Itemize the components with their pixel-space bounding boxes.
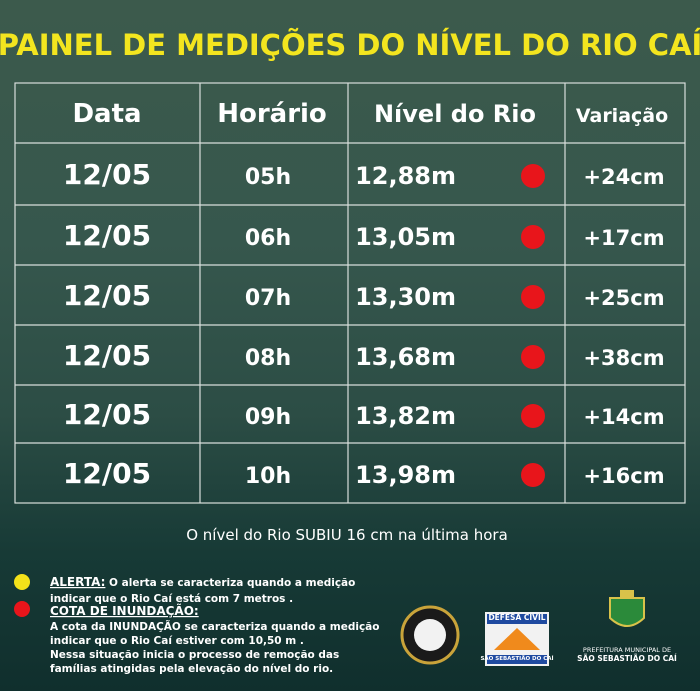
city-hall-line1: PREFEITURA MUNICIPAL DE	[583, 646, 671, 654]
table-cell: 12,88m	[355, 162, 456, 190]
table-border	[14, 82, 686, 504]
table-cell: 13,82m	[355, 402, 456, 430]
table-cell: 13,05m	[355, 223, 456, 251]
table-cell: 05h	[245, 165, 291, 190]
legend: ALERTA: O alerta se caracteriza quando a…	[50, 575, 379, 675]
column-header: Horário	[217, 99, 327, 129]
table-cell: 07h	[245, 286, 291, 311]
city-crown	[620, 590, 634, 598]
table-cell: +14cm	[583, 405, 664, 429]
status-dot	[521, 285, 545, 309]
table-cell: 13,30m	[355, 283, 456, 311]
status-dot	[521, 225, 545, 249]
civil-defense-band	[487, 614, 547, 624]
legend-alert-text: O alerta se caracteriza quando a medição	[105, 577, 355, 589]
civil-defense-city: SÃO SEBASTIÃO DO CAÍ	[480, 654, 553, 662]
legend-alert: ALERTA: O alerta se caracteriza quando a…	[50, 575, 355, 589]
table-cell: +38cm	[583, 346, 664, 370]
city-crest	[609, 597, 645, 627]
legend-alert-text: indicar que o Rio Caí está com 7 metros …	[50, 593, 293, 605]
table-cell: 13,98m	[355, 461, 456, 489]
note: O nível do Rio SUBIU 16 cm na última hor…	[186, 526, 508, 544]
table-cell: 08h	[245, 346, 291, 371]
legend-flood-text: famílias atingidas pela elevação do níve…	[50, 663, 333, 675]
civil-defense-band-bottom	[487, 655, 547, 664]
status-dot	[521, 404, 545, 428]
table-cell: 12/05	[63, 158, 151, 191]
flood-dot	[14, 601, 30, 617]
table-cell: 12/05	[63, 339, 151, 372]
table	[14, 82, 686, 504]
legend-alert-title: ALERTA:	[50, 575, 105, 589]
title: PAINEL DE MEDIÇÕES DO NÍVEL DO RIO CAÍ	[0, 28, 700, 62]
table-cell: +24cm	[583, 165, 664, 189]
table-cell: +16cm	[583, 464, 664, 488]
fire-emblem-core	[414, 619, 446, 651]
table-cell: 12/05	[63, 219, 151, 252]
table-cell: 12/05	[63, 398, 151, 431]
table-cell: 12/05	[63, 457, 151, 490]
table-cell: 09h	[245, 405, 291, 430]
civil-defense-triangle	[494, 628, 540, 650]
table-cell: +25cm	[583, 286, 664, 310]
legend-flood-title: COTA DE INUNDAÇÃO:	[50, 603, 199, 618]
table-cell: 06h	[245, 226, 291, 251]
column-header: Nível do Rio	[374, 100, 536, 128]
alert-dot	[14, 574, 30, 590]
table-cell: +17cm	[583, 226, 664, 250]
table-cell: 10h	[245, 464, 291, 489]
civil-defense-name: DEFESA CIVIL	[488, 613, 545, 622]
legend-flood-text: A cota da INUNDAÇÃO se caracteriza quand…	[50, 620, 379, 633]
column-header: Variação	[576, 105, 668, 127]
table-cell: 13,68m	[355, 343, 456, 371]
legend-flood-text: Nessa situação inicia o processo de remo…	[50, 649, 339, 661]
legend-flood-text: indicar que o Rio Caí estiver com 10,50 …	[50, 635, 304, 647]
column-header: Data	[72, 99, 141, 129]
status-dot	[521, 463, 545, 487]
table-cell: 12/05	[63, 279, 151, 312]
status-dot	[521, 345, 545, 369]
status-dot	[521, 164, 545, 188]
city-hall-line2: SÃO SEBASTIÃO DO CAÍ	[577, 654, 677, 663]
